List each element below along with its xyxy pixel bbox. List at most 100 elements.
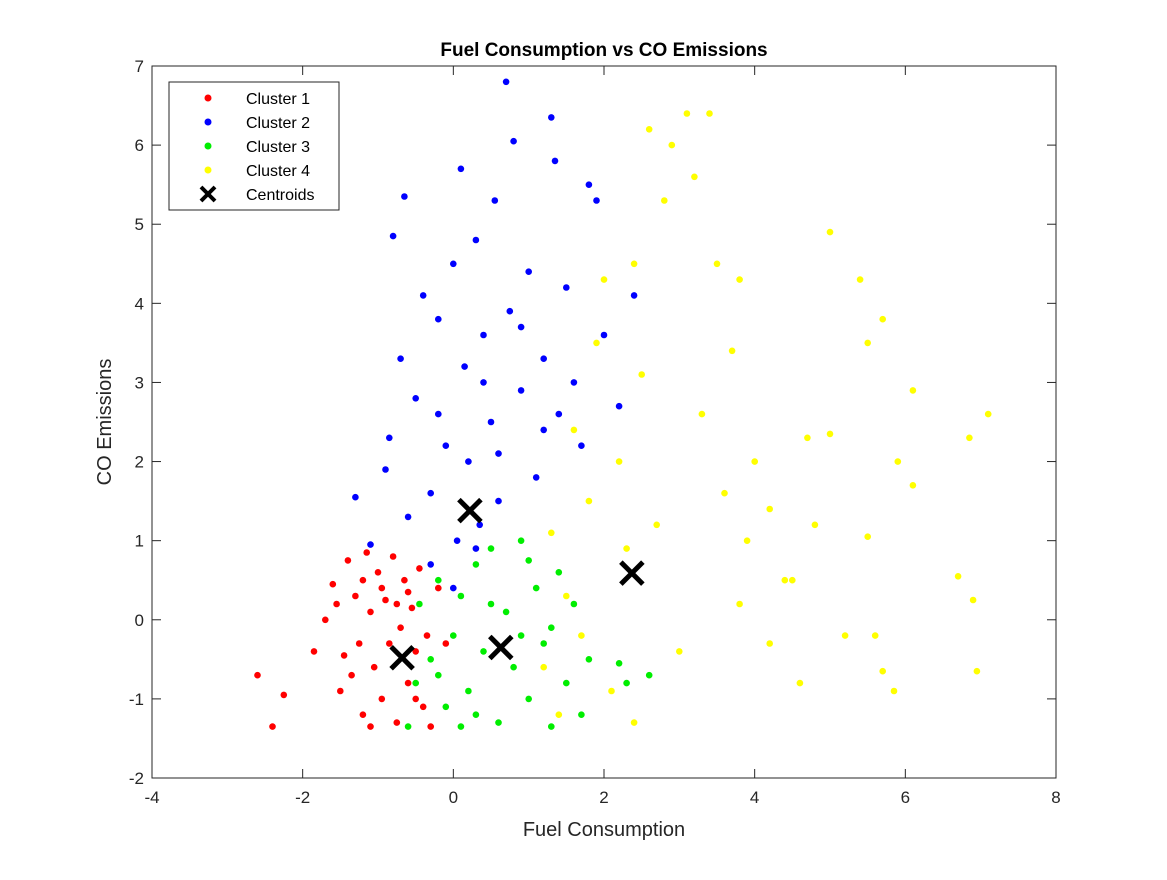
cluster-1-point: [254, 671, 261, 679]
cluster-4-point: [811, 521, 819, 529]
cluster-4-point: [578, 632, 585, 639]
cluster-2-point: [435, 315, 442, 323]
cluster-1-point: [423, 632, 431, 639]
cluster-2-point: [461, 363, 468, 370]
cluster-2-point: [563, 284, 570, 291]
cluster-2-point: [427, 561, 435, 568]
cluster-4-point: [879, 315, 886, 323]
cluster-4-point: [751, 458, 758, 465]
cluster-2-point: [476, 521, 484, 529]
cluster-2-point: [551, 157, 559, 165]
legend-entry-cluster-1: Cluster 1: [204, 91, 310, 108]
cluster-4-point: [826, 228, 834, 236]
cluster-4-point: [585, 497, 593, 505]
cluster-4-point: [789, 576, 796, 584]
cluster-3-point: [570, 600, 578, 608]
y-tick-label: 6: [135, 136, 144, 155]
legend-label-cluster-1: Cluster 1: [246, 91, 310, 108]
cluster-3-point: [555, 569, 563, 576]
legend-entry-cluster-4: Cluster 4: [204, 163, 310, 180]
cluster-1-point: [333, 600, 340, 608]
y-tick-label: 1: [135, 532, 144, 551]
y-tick-label: 7: [135, 57, 144, 76]
cluster-2-point: [450, 584, 457, 592]
cluster-2-point: [487, 418, 495, 426]
cluster-4-point: [766, 505, 773, 513]
cluster-3-point: [532, 584, 540, 592]
x-axis-label: Fuel Consumption: [523, 819, 685, 841]
cluster-3-point: [495, 719, 502, 726]
cluster-3-point: [502, 608, 510, 616]
cluster-3-point: [412, 679, 420, 687]
cluster-4-point: [736, 600, 743, 608]
cluster-4-point: [796, 679, 804, 687]
cluster-2-point: [386, 434, 393, 442]
cluster-3-point: [472, 561, 480, 568]
cluster-4-point: [593, 339, 600, 347]
y-axis-label: CO Emissions: [94, 359, 116, 486]
cluster-3-point: [435, 671, 442, 679]
cluster-4-point: [698, 410, 706, 418]
cluster-4-point: [615, 458, 623, 465]
centroid-marker: [619, 560, 645, 586]
cluster-1-point: [352, 592, 359, 600]
cluster-2-point: [450, 260, 457, 268]
cluster-3-point: [615, 660, 623, 667]
cluster-2-point: [517, 387, 525, 394]
cluster-4-point: [548, 529, 555, 537]
cluster-2-point: [548, 114, 555, 121]
cluster-4-point: [781, 576, 789, 584]
cluster-2-point: [600, 331, 608, 339]
cluster-2-point: [630, 292, 638, 299]
x-tick-label: 6: [901, 788, 910, 807]
cluster-1-point: [269, 723, 276, 730]
cluster-3-point: [540, 640, 547, 647]
cluster-2-point: [532, 474, 540, 481]
cluster-4-point: [668, 141, 676, 149]
x-tick-label: -4: [144, 788, 159, 807]
cluster-4-point: [630, 260, 638, 268]
cluster-3-point: [525, 557, 532, 564]
cluster-3-point: [487, 545, 495, 552]
x-axis-ticks: -4 -2 0 2 4 6 8: [144, 66, 1061, 807]
legend-label-cluster-3: Cluster 3: [246, 139, 310, 156]
cluster-1-point: [386, 640, 393, 647]
cluster-1-point: [382, 596, 389, 604]
cluster-1-point: [359, 576, 367, 584]
legend-marker-cluster-2: [204, 118, 212, 126]
cluster-3-point: [487, 600, 495, 608]
cluster-1-point: [310, 648, 318, 655]
cluster-3-point: [450, 632, 457, 639]
cluster-2-point: [593, 197, 600, 204]
cluster-3-point: [416, 600, 423, 608]
cluster-3-point: [427, 656, 435, 663]
cluster-1-point: [393, 600, 401, 608]
cluster-4-point: [879, 667, 886, 675]
legend-label-cluster-4: Cluster 4: [246, 163, 310, 180]
cluster-1-point: [374, 569, 382, 576]
centroid-marker: [457, 497, 483, 524]
cluster-2-point: [401, 193, 408, 200]
cluster-4-point: [555, 711, 563, 718]
cluster-1-point: [412, 695, 420, 703]
cluster-4-point: [608, 687, 615, 695]
cluster-1-point: [401, 576, 408, 584]
legend-entry-cluster-3: Cluster 3: [204, 139, 310, 156]
cluster-1-point: [348, 671, 355, 679]
cluster-1-point: [359, 711, 367, 718]
cluster-4-point: [563, 592, 570, 600]
cluster-2-point: [389, 232, 397, 240]
legend-box: [168, 81, 340, 211]
data-points-layer: [254, 78, 992, 730]
cluster-4-point: [691, 173, 698, 181]
cluster-4-point: [540, 663, 547, 671]
cluster-2-point: [578, 442, 585, 450]
cluster-1-point: [427, 723, 435, 730]
cluster-1-point: [344, 557, 352, 564]
cluster-2-point: [453, 537, 461, 544]
cluster-3-point: [578, 711, 585, 718]
cluster-2-point: [495, 497, 502, 505]
cluster-1-point: [408, 604, 416, 612]
cluster-3-point: [472, 711, 480, 718]
